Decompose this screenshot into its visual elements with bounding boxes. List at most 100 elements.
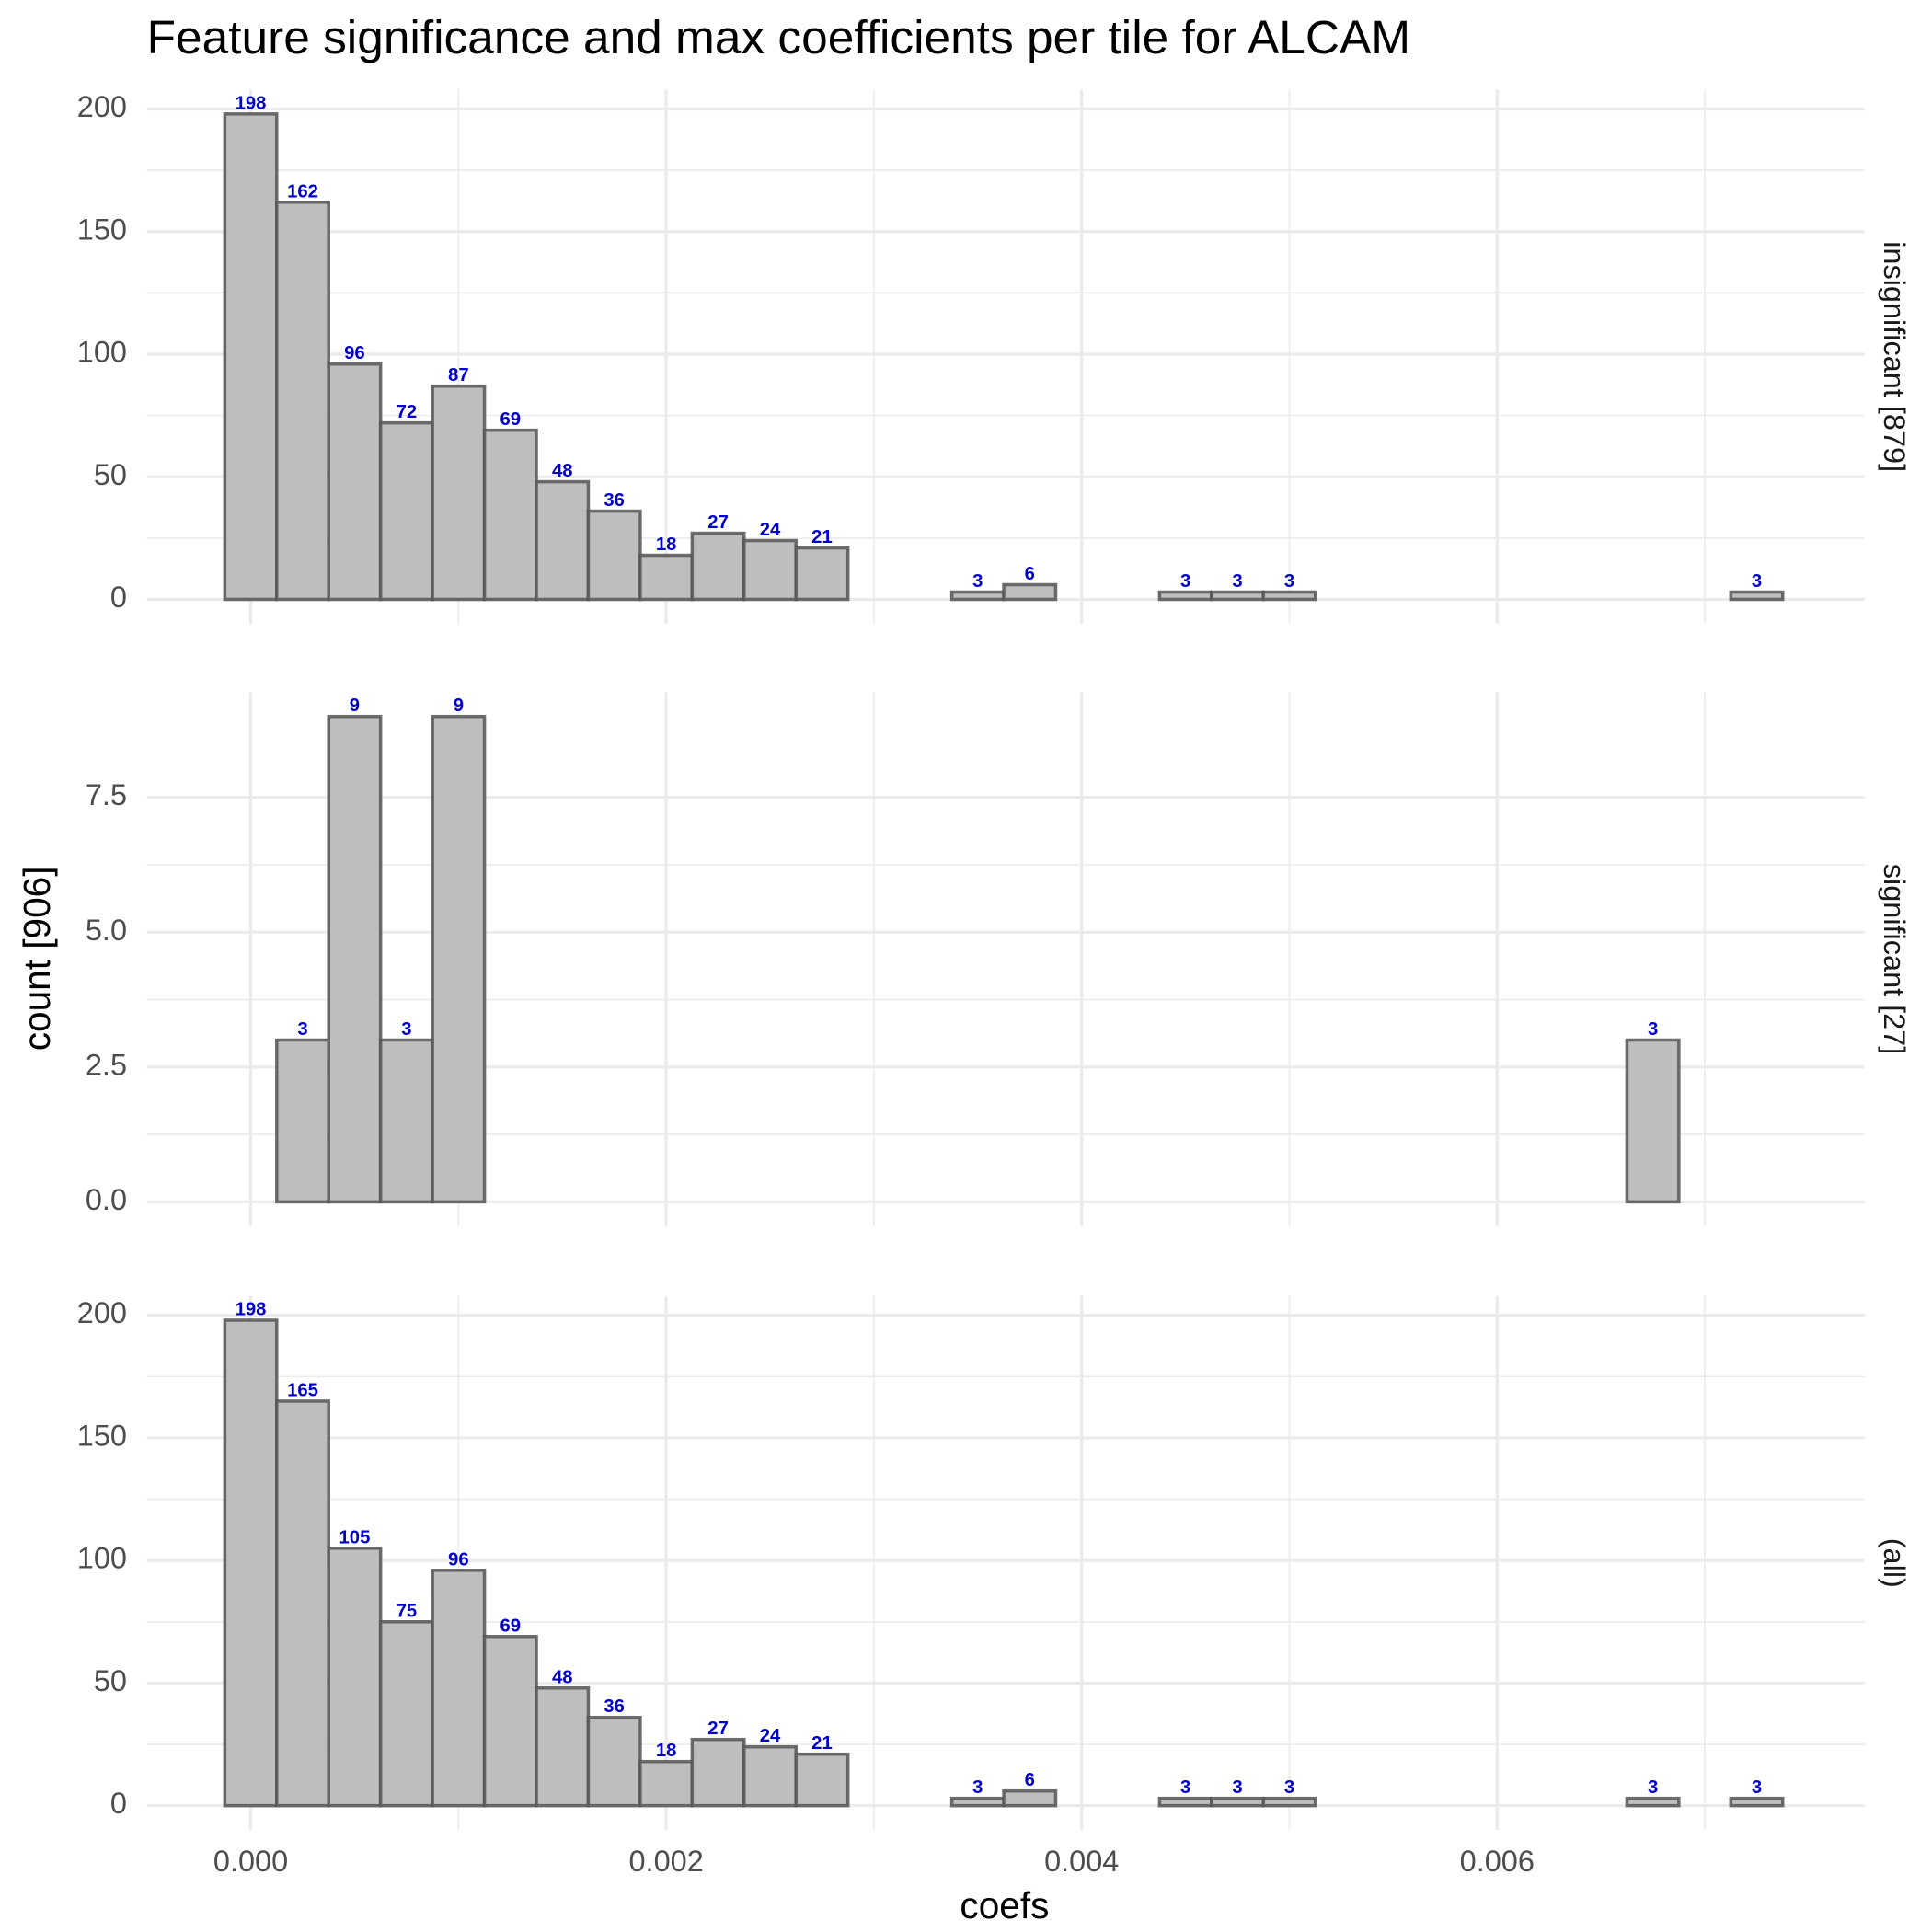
- data-label: 3: [972, 571, 983, 592]
- histogram-bar: [949, 590, 1006, 602]
- data-label: 48: [552, 461, 573, 481]
- data-label: 3: [1648, 1019, 1658, 1040]
- y-tick-label: 5.0: [86, 914, 127, 947]
- histogram-bar: [1625, 1796, 1681, 1808]
- histogram-bar: [275, 200, 330, 602]
- histogram-bar: [638, 1759, 695, 1808]
- histogram-bar: [794, 1752, 850, 1808]
- data-label: 3: [1232, 1777, 1242, 1798]
- histogram-bar: [431, 384, 487, 602]
- data-label: 36: [604, 1696, 625, 1717]
- data-label: 21: [811, 1733, 833, 1754]
- histogram-bar: [690, 1737, 746, 1808]
- chart-title: Feature significance and max coefficient…: [147, 10, 1410, 63]
- histogram-bar: [535, 1685, 591, 1808]
- x-tick-label: 0.000: [213, 1845, 288, 1878]
- histogram-bar: [1261, 1796, 1317, 1808]
- data-label: 72: [397, 402, 418, 422]
- data-label: 3: [1232, 571, 1242, 592]
- y-tick-label: 150: [77, 213, 127, 246]
- histogram-bar: [742, 538, 799, 602]
- data-label: 96: [448, 1549, 469, 1570]
- histogram-bar: [638, 553, 695, 602]
- data-label: 9: [454, 696, 464, 716]
- histogram-bar: [949, 1796, 1006, 1808]
- histogram-bar: [794, 546, 850, 602]
- data-label: 36: [604, 490, 625, 511]
- data-label: 3: [1752, 1777, 1762, 1798]
- histogram-bar: [742, 1744, 799, 1808]
- y-tick-label: 0: [110, 1787, 127, 1820]
- data-label: 87: [448, 365, 469, 385]
- data-label: 18: [656, 1741, 677, 1761]
- data-label: 6: [1025, 564, 1035, 584]
- histogram-bar: [431, 1569, 487, 1808]
- histogram-bar: [378, 420, 434, 602]
- histogram-bar: [1210, 1796, 1266, 1808]
- histogram-bar: [223, 1318, 279, 1808]
- x-tick-label: 0.006: [1460, 1845, 1535, 1878]
- y-tick-label: 50: [94, 458, 127, 491]
- histogram-bar: [1002, 582, 1058, 602]
- y-tick-label: 0.0: [86, 1183, 127, 1216]
- data-label: 24: [760, 1726, 781, 1746]
- histogram-bar: [1157, 590, 1213, 602]
- y-tick-label: 200: [77, 90, 127, 123]
- data-label: 69: [500, 409, 522, 430]
- histogram-bar: [1002, 1788, 1058, 1808]
- data-label: 3: [1752, 571, 1762, 592]
- data-label: 3: [1180, 1777, 1190, 1798]
- histogram-bar: [327, 714, 383, 1204]
- histogram-bar: [482, 428, 538, 602]
- histogram-bar: [1729, 590, 1785, 602]
- y-tick-label: 7.5: [86, 778, 127, 811]
- data-label: 165: [287, 1380, 318, 1400]
- y-tick-label: 150: [77, 1419, 127, 1452]
- facet-label: significant [27]: [1878, 864, 1911, 1055]
- x-tick-label: 0.002: [629, 1845, 704, 1878]
- histogram-bar: [586, 509, 642, 602]
- data-label: 6: [1025, 1770, 1035, 1790]
- histogram-bar: [378, 1038, 434, 1204]
- y-tick-label: 0: [110, 581, 127, 614]
- histogram-bar: [1157, 1796, 1213, 1808]
- y-tick-label: 100: [77, 336, 127, 369]
- data-label: 24: [760, 520, 781, 540]
- data-label: 21: [811, 527, 833, 547]
- data-label: 105: [339, 1527, 371, 1547]
- x-tick-label: 0.004: [1044, 1845, 1119, 1878]
- data-label: 96: [344, 343, 365, 363]
- histogram-bar: [1625, 1038, 1681, 1204]
- data-label: 9: [350, 696, 360, 716]
- histogram-bar: [586, 1715, 642, 1808]
- facet-label: insignificant [879]: [1878, 241, 1911, 472]
- histogram-bar: [223, 112, 279, 602]
- histogram-bar: [1261, 590, 1317, 602]
- histogram-bar: [327, 362, 383, 602]
- data-label: 198: [236, 1299, 267, 1319]
- facet-label: (all): [1878, 1538, 1911, 1588]
- histogram-bar: [535, 479, 591, 602]
- y-tick-label: 50: [94, 1664, 127, 1697]
- data-label: 27: [707, 1719, 729, 1739]
- data-label: 48: [552, 1667, 573, 1687]
- histogram-bar: [690, 531, 746, 602]
- y-tick-label: 2.5: [86, 1048, 127, 1081]
- data-label: 18: [656, 535, 677, 555]
- histogram-bar: [482, 1635, 538, 1808]
- histogram-bar: [275, 1038, 330, 1204]
- histogram-bar: [275, 1399, 330, 1808]
- histogram-bar: [1210, 590, 1266, 602]
- y-tick-label: 100: [77, 1542, 127, 1575]
- histogram-bar: [327, 1547, 383, 1808]
- data-label: 3: [1284, 571, 1294, 592]
- data-label: 162: [287, 181, 318, 201]
- data-label: 3: [1284, 1777, 1294, 1798]
- histogram-bar: [1729, 1796, 1785, 1808]
- data-label: 69: [500, 1616, 522, 1636]
- data-label: 198: [236, 93, 267, 113]
- data-label: 3: [972, 1777, 983, 1798]
- y-tick-label: 200: [77, 1296, 127, 1329]
- y-axis-label: count [906]: [16, 866, 58, 1051]
